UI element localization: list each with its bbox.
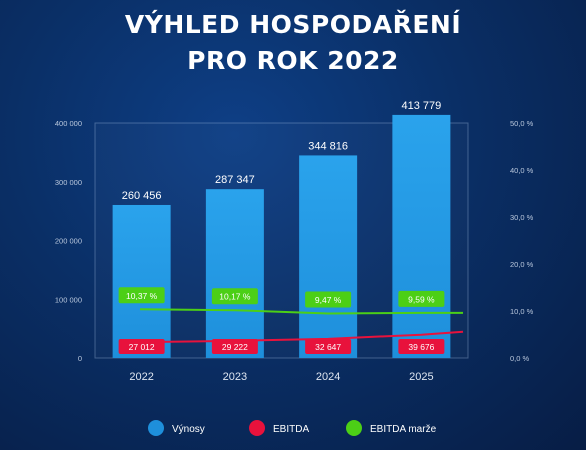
- ebitda-value-label: 39 676: [408, 342, 434, 352]
- margin-label-box: [118, 287, 165, 304]
- ebitda-value-label: 27 012: [129, 342, 155, 352]
- y-right-tick-label: 0,0 %: [510, 354, 530, 363]
- legend-label: EBITDA: [273, 424, 309, 435]
- ebitda-label-box: [398, 339, 445, 354]
- ebitda-label-box: [211, 339, 258, 354]
- bar-value-label: 260 456: [122, 190, 162, 202]
- x-tick-label: 2022: [129, 371, 153, 383]
- y-left-tick-label: 100 000: [55, 295, 82, 304]
- legend-circle-icon: [148, 420, 164, 436]
- bar-value-label: 287 347: [215, 174, 255, 186]
- legend-circle-icon: [249, 420, 265, 436]
- bar-revenue-2024: [299, 155, 358, 358]
- bar-revenue-2023: [205, 189, 264, 358]
- y-left-tick-label: 0: [78, 354, 82, 363]
- margin-value-label: 10,37 %: [126, 291, 158, 301]
- legend-label: Výnosy: [172, 424, 205, 435]
- x-tick-label: 2024: [316, 371, 340, 383]
- bar-value-label: 344 816: [308, 140, 348, 152]
- line-ebitda-margin: [140, 308, 463, 315]
- margin-value-label: 10,17 %: [219, 292, 251, 302]
- margin-value-label: 9,47 %: [315, 295, 342, 305]
- bar-value-label: 413 779: [401, 100, 441, 112]
- ebitda-value-label: 32 647: [315, 342, 341, 352]
- y-right-tick-label: 30,0 %: [510, 213, 534, 222]
- y-right-tick-label: 20,0 %: [510, 260, 534, 269]
- ebitda-label-box: [305, 339, 352, 354]
- legend-circle-icon: [346, 420, 362, 436]
- legend-label: EBITDA marže: [370, 424, 437, 435]
- x-tick-label: 2025: [409, 371, 433, 383]
- y-left-tick-label: 300 000: [55, 178, 82, 187]
- ebitda-label-box: [118, 339, 165, 354]
- chart-title-line-1: VÝHLED HOSPODAŘENÍ: [124, 10, 462, 39]
- y-right-tick-label: 50,0 %: [510, 119, 534, 128]
- margin-label-box: [305, 291, 352, 308]
- y-right-tick-label: 40,0 %: [510, 166, 534, 175]
- y-right-tick-label: 10,0 %: [510, 307, 534, 316]
- margin-label-box: [398, 290, 445, 307]
- y-left-tick-label: 200 000: [55, 237, 82, 246]
- margin-label-box: [211, 288, 258, 305]
- chart-title-line-2: PRO ROK 2022: [187, 46, 399, 75]
- bar-revenue-2022: [112, 204, 171, 358]
- margin-value-label: 9,59 %: [408, 294, 435, 304]
- x-tick-label: 2023: [223, 371, 247, 383]
- bar-revenue-2025: [392, 114, 451, 358]
- plot-area: [94, 122, 469, 359]
- ebitda-value-label: 29 222: [222, 342, 248, 352]
- y-left-tick-label: 400 000: [55, 119, 82, 128]
